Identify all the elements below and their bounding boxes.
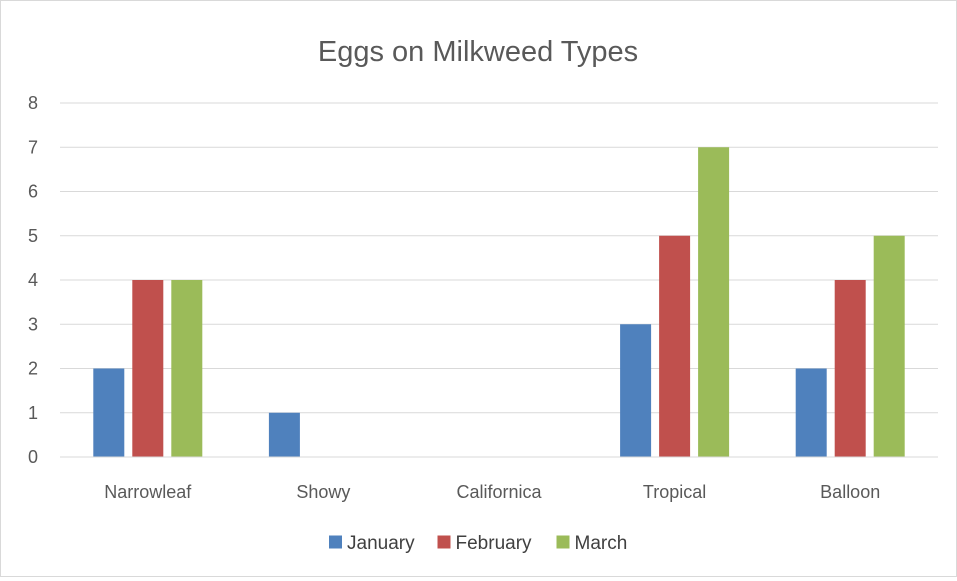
y-tick-label: 1 <box>28 403 38 423</box>
y-axis-ticks: 0 1 2 3 4 5 6 7 8 <box>28 93 38 467</box>
y-tick-label: 6 <box>28 182 38 202</box>
legend-label-february: February <box>456 533 533 554</box>
bar-narrowleaf-january <box>93 368 125 457</box>
bar-narrowleaf-february <box>132 280 164 457</box>
bar-balloon-february <box>834 280 866 457</box>
legend: January February March <box>329 533 627 554</box>
legend-swatch-march <box>556 535 570 549</box>
y-tick-label: 4 <box>28 270 38 290</box>
x-category-label: Showy <box>296 482 350 502</box>
legend-swatch-february <box>437 535 451 549</box>
y-tick-label: 8 <box>28 93 38 113</box>
bar-tropical-january <box>620 324 652 457</box>
bar-narrowleaf-march <box>171 280 203 457</box>
y-tick-label: 2 <box>28 359 38 379</box>
y-tick-label: 3 <box>28 314 38 334</box>
x-category-label: Tropical <box>643 482 706 502</box>
legend-label-january: January <box>347 533 415 554</box>
chart-title: Eggs on Milkweed Types <box>318 36 638 68</box>
x-category-label: Narrowleaf <box>104 482 192 502</box>
gridlines <box>60 102 938 458</box>
y-tick-label: 5 <box>28 226 38 246</box>
y-tick-label: 0 <box>28 447 38 467</box>
x-category-label: Californica <box>456 482 542 502</box>
x-category-label: Balloon <box>820 482 880 502</box>
y-tick-label: 7 <box>28 137 38 157</box>
bar-balloon-march <box>873 235 905 457</box>
legend-swatch-january <box>329 535 342 549</box>
bar-tropical-march <box>698 147 730 457</box>
legend-label-march: March <box>575 533 628 554</box>
bar-balloon-january <box>795 368 827 457</box>
x-axis-categories: Narrowleaf Showy Californica Tropical Balloo… <box>104 482 880 502</box>
bars <box>60 147 938 458</box>
bar-tropical-february <box>659 235 691 457</box>
bar-showy-january <box>268 412 300 457</box>
